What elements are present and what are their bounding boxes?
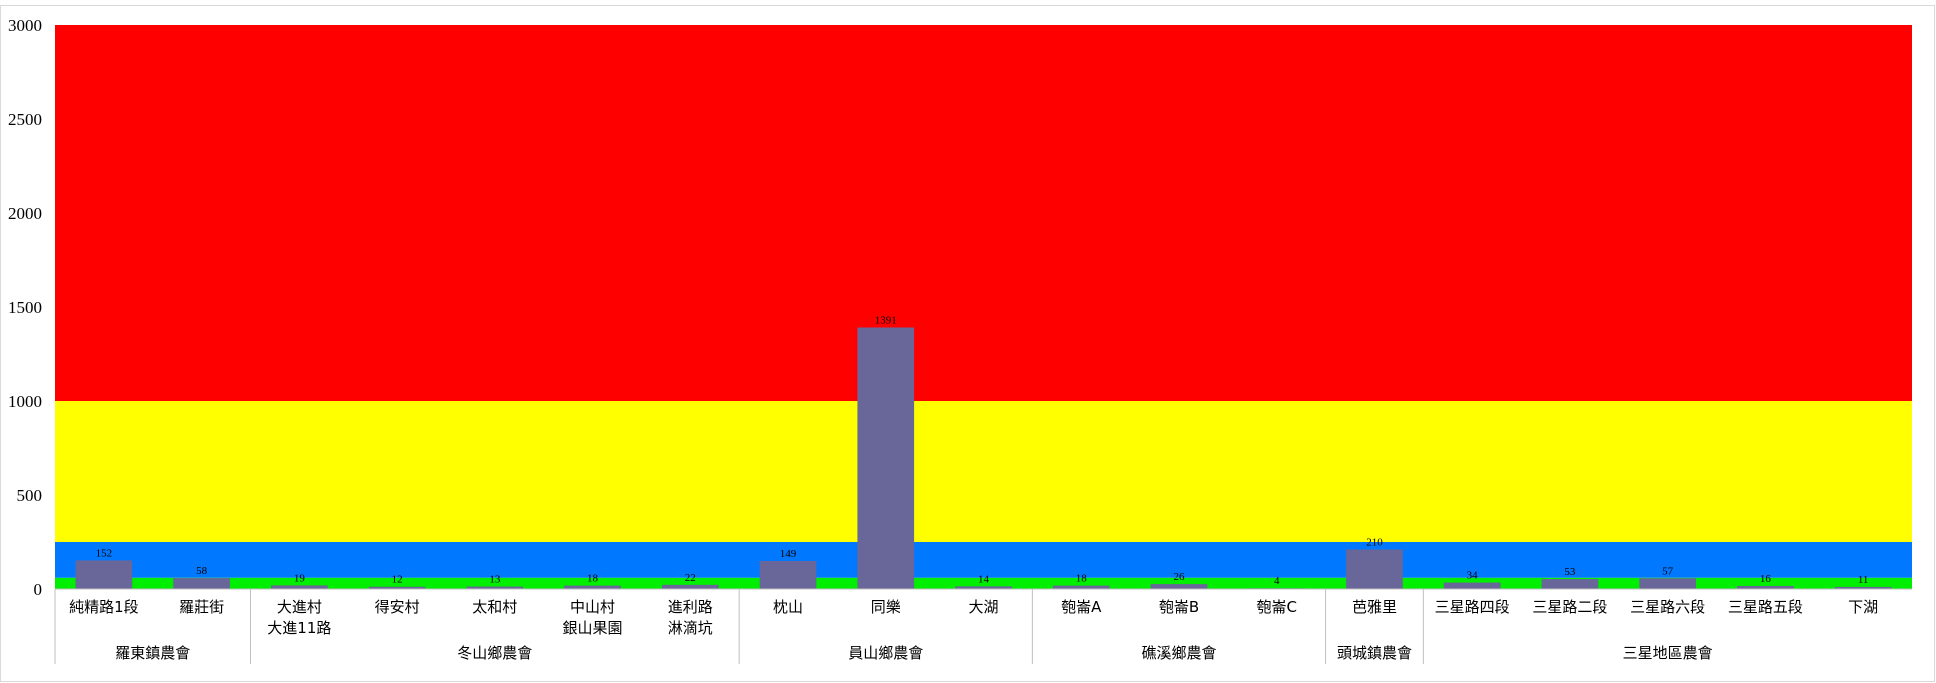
bar [661, 584, 719, 589]
data-label: 53 [1564, 566, 1576, 578]
band-0 [55, 577, 1912, 589]
band-2 [55, 401, 1912, 542]
bar [857, 327, 915, 589]
bar [75, 560, 133, 589]
data-labels: 152 58 19 12 13 18 22 149 1391 14 18 26 4 210 34 53 57 16… [96, 314, 1869, 587]
y-tick-label: 1500 [8, 298, 42, 317]
data-label: 1391 [875, 314, 897, 326]
data-label: 19 [294, 572, 306, 584]
category-label: 三星路五段 [1728, 598, 1803, 616]
data-label: 16 [1760, 573, 1772, 585]
category-label: 匏崙C [1256, 598, 1296, 616]
bar [1737, 585, 1794, 589]
y-tick-label: 2500 [8, 110, 42, 129]
bar [1052, 585, 1110, 589]
data-label: 12 [392, 574, 403, 586]
data-label: 18 [587, 573, 599, 585]
data-label: 58 [196, 565, 208, 577]
category-label: 芭雅里 [1352, 598, 1397, 616]
y-tick-label: 1000 [8, 392, 42, 411]
y-axis: 0 500 1000 1500 2000 2500 3000 [8, 16, 42, 599]
data-label: 34 [1467, 570, 1479, 582]
category-label: 下湖 [1848, 598, 1878, 616]
category-label: 淋滴坑 [668, 619, 713, 637]
data-label: 22 [685, 572, 696, 584]
category-label: 太和村 [472, 598, 517, 616]
chart-border [0, 5, 1935, 682]
category-label: 匏崙A [1061, 598, 1102, 616]
data-label: 4 [1274, 575, 1280, 587]
bar [1541, 579, 1599, 589]
bar [564, 585, 621, 589]
y-tick-label: 3000 [8, 16, 42, 35]
category-label: 同樂 [871, 598, 901, 616]
data-label: 26 [1173, 571, 1185, 583]
category-label: 純精路1段 [69, 598, 139, 616]
y-tick-label: 500 [17, 486, 43, 505]
group-label: 三星地區農會 [1623, 644, 1713, 662]
bar [1346, 549, 1403, 589]
bar [1834, 586, 1892, 589]
category-label: 匏崙B [1159, 598, 1199, 616]
category-label: 中山村 [570, 598, 615, 616]
category-label: 大湖 [968, 598, 998, 616]
data-label: 11 [1858, 574, 1869, 586]
category-label: 三星路二段 [1532, 598, 1607, 616]
category-label: 枕山 [773, 598, 803, 616]
category-label: 三星路六段 [1630, 598, 1705, 616]
y-tick-label: 0 [34, 580, 43, 599]
category-label: 大進村 [277, 598, 322, 616]
category-label: 進利路 [668, 598, 713, 616]
background-bands [55, 25, 1912, 589]
group-label: 員山鄉農會 [848, 644, 923, 662]
data-label: 13 [489, 574, 501, 586]
data-label: 152 [96, 547, 113, 559]
band-3 [55, 25, 1912, 401]
category-label: 羅莊街 [179, 598, 224, 616]
bars [75, 327, 1892, 589]
group-label: 冬山鄉農會 [457, 644, 532, 662]
bar [759, 560, 817, 589]
group-label: 礁溪鄉農會 [1141, 644, 1216, 662]
bar [368, 586, 426, 589]
bar [173, 578, 230, 589]
bar [466, 586, 524, 589]
bar [955, 586, 1012, 589]
data-label: 14 [978, 573, 990, 585]
data-label: 18 [1076, 573, 1088, 585]
data-label: 149 [780, 548, 797, 560]
bar [1150, 584, 1208, 589]
category-label: 得安村 [375, 598, 420, 616]
data-label: 210 [1366, 537, 1383, 549]
category-label: 銀山果園 [563, 619, 623, 637]
group-label: 羅東鎮農會 [115, 644, 190, 662]
bar [1443, 582, 1501, 589]
group-label: 頭城鎮農會 [1337, 644, 1412, 662]
category-label: 三星路四段 [1435, 598, 1510, 616]
category-label: 大進11路 [267, 619, 331, 637]
band-1 [55, 542, 1912, 578]
y-tick-label: 2000 [8, 204, 42, 223]
bar [270, 585, 328, 589]
bar [1639, 578, 1697, 589]
data-label: 57 [1662, 565, 1674, 577]
